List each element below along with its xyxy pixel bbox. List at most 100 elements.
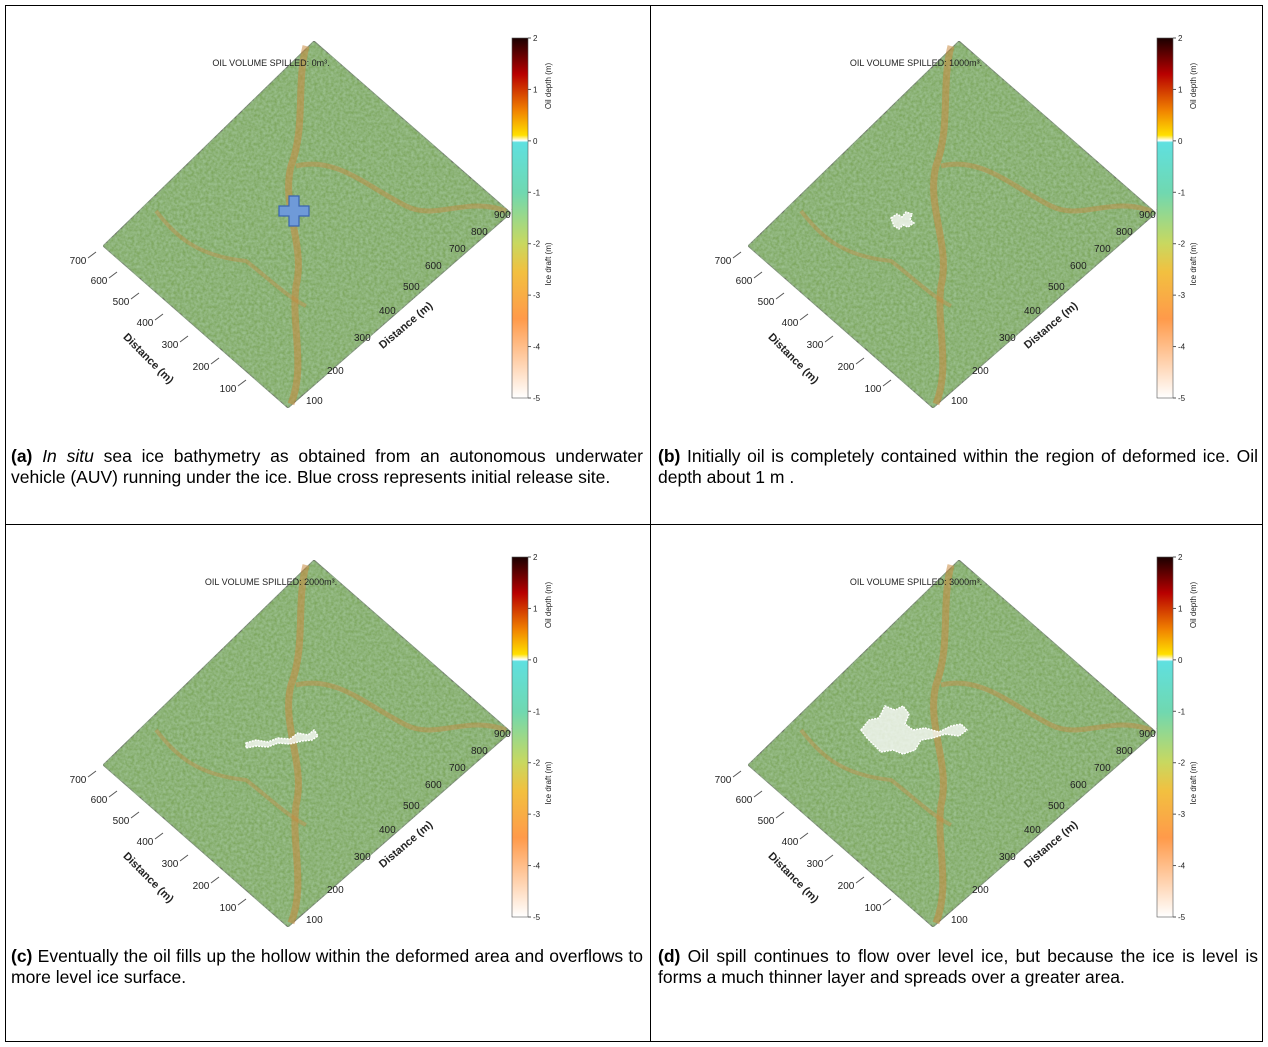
tick [825, 855, 833, 861]
surface-plot: OIL VOLUME SPILLED: 2000m³.7006005004003… [6, 525, 606, 935]
caption: (a) In situ sea ice bathymetry as obtain… [11, 446, 643, 488]
colorbar-tick-label: -2 [1178, 759, 1186, 768]
colorbar-tick-label: -4 [1178, 862, 1186, 871]
axis-tick-label: 400 [1024, 825, 1041, 836]
surface-plot: OIL VOLUME SPILLED: 3000m³.7006005004003… [651, 525, 1251, 935]
tick [754, 791, 762, 797]
colorbar-tick-label: -1 [533, 707, 541, 716]
axis-tick-label: 700 [1094, 763, 1111, 774]
axis-tick-label: 400 [1024, 306, 1041, 317]
axis-tick-label: 500 [1048, 282, 1065, 293]
tick [155, 314, 163, 320]
axis-tick-label: 800 [1116, 227, 1133, 238]
colorbar-tick-label: -4 [533, 343, 541, 352]
axis-tick-label: 600 [91, 276, 108, 287]
axis-tick-label: 500 [403, 801, 420, 812]
plot-title: OIL VOLUME SPILLED: 1000m³. [850, 58, 982, 68]
caption-label: (c) [11, 946, 32, 966]
figure-grid: OIL VOLUME SPILLED: 0m³. 700 600 500 400 300 2… [5, 5, 1263, 1042]
colorbar-label: Oil depth (m) [1189, 582, 1198, 629]
axis-tick-label: 800 [471, 746, 488, 757]
tick [238, 899, 246, 905]
colorbar-tick-label: -4 [1178, 343, 1186, 352]
axis-tick-label: 300 [162, 340, 179, 351]
colorbar-tick-label: -5 [533, 394, 541, 403]
colorbar-tick-label: -4 [533, 862, 541, 871]
axis-tick-label: 100 [220, 384, 237, 395]
tick [733, 771, 741, 777]
tick [155, 833, 163, 839]
tick [88, 771, 96, 777]
axis-tick-label: 300 [999, 852, 1016, 863]
tick [754, 272, 762, 278]
colorbar-tick-label: 1 [1178, 604, 1183, 613]
tick [776, 293, 784, 299]
colorbar-tick-label: 1 [1178, 85, 1183, 94]
colorbar-tick-label: 2 [1178, 553, 1183, 562]
axis-tick-label: 200 [327, 366, 344, 377]
colorbar-tick-label: -2 [533, 240, 541, 249]
colorbar-label: Oil depth (m) [544, 582, 553, 629]
axis-tick-label: 600 [425, 780, 442, 791]
tick [800, 833, 808, 839]
axis-tick-label: 100 [220, 903, 237, 914]
axis-tick-label: 600 [1070, 261, 1087, 272]
axis-tick-label: 300 [354, 333, 371, 344]
axis-tick-label: 100 [306, 396, 323, 407]
caption: (d) Oil spill continues to flow over lev… [658, 946, 1258, 988]
tick [856, 358, 864, 364]
axis-tick-label: 500 [113, 816, 130, 827]
colorbar-label: Ice draft (m) [1189, 761, 1198, 804]
colorbar-label: Oil depth (m) [544, 63, 553, 110]
axis-tick-label: 400 [137, 318, 154, 329]
axis-tick-label: 400 [379, 306, 396, 317]
axis-tick-label: 400 [782, 318, 799, 329]
caption: (c) Eventually the oil fills up the holl… [11, 946, 643, 988]
colorbar-tick-label: 1 [533, 604, 538, 613]
axis-tick-label: 700 [449, 244, 466, 255]
caption: (b) Initially oil is completely containe… [658, 446, 1258, 488]
axis-tick-label: 700 [449, 763, 466, 774]
colorbar-tick-label: -1 [1178, 188, 1186, 197]
axis-tick-label: 200 [838, 362, 855, 373]
axis-tick-label: 700 [70, 775, 87, 786]
surface-plot: OIL VOLUME SPILLED: 0m³.7006005004003002… [6, 6, 606, 416]
axis-tick-label: 400 [782, 837, 799, 848]
axis-tick-label: 100 [951, 915, 968, 926]
colorbar-tick-label: -2 [533, 759, 541, 768]
plot-title: OIL VOLUME SPILLED: 0m³. [212, 58, 329, 68]
colorbar [1157, 38, 1173, 398]
axis-tick-label: 700 [1094, 244, 1111, 255]
colorbar-label: Ice draft (m) [1189, 242, 1198, 285]
axis-tick-label: 900 [494, 210, 511, 221]
colorbar-tick-label: 0 [1178, 656, 1183, 665]
axis-tick-label: 200 [972, 366, 989, 377]
axis-tick-label: 600 [91, 795, 108, 806]
axis-tick-label: 700 [715, 256, 732, 267]
axis-tick-label: 300 [807, 340, 824, 351]
caption-text: Initially oil is completely contained wi… [658, 446, 1258, 487]
axis-tick-label: 200 [838, 881, 855, 892]
axis-tick-label: 600 [1070, 780, 1087, 791]
axis-tick-label: 900 [1139, 210, 1156, 221]
tick [88, 252, 96, 258]
axis-tick-label: 800 [471, 227, 488, 238]
colorbar-tick-label: -3 [1178, 810, 1186, 819]
colorbar-label: Ice draft (m) [544, 761, 553, 804]
ice-surface [103, 560, 511, 927]
tick [131, 812, 139, 818]
axis-tick-label: 400 [379, 825, 396, 836]
tick [211, 877, 219, 883]
colorbar-tick-label: 0 [533, 137, 538, 146]
caption-text: sea ice bathymetry as obtained from an a… [11, 446, 643, 487]
colorbar [1157, 557, 1173, 917]
colorbar-tick-label: -5 [1178, 913, 1186, 922]
tick [238, 380, 246, 386]
colorbar [512, 38, 528, 398]
tick [109, 272, 117, 278]
axis-tick-label: 300 [807, 859, 824, 870]
tick [825, 336, 833, 342]
tick [211, 358, 219, 364]
colorbar-tick-label: -3 [533, 810, 541, 819]
